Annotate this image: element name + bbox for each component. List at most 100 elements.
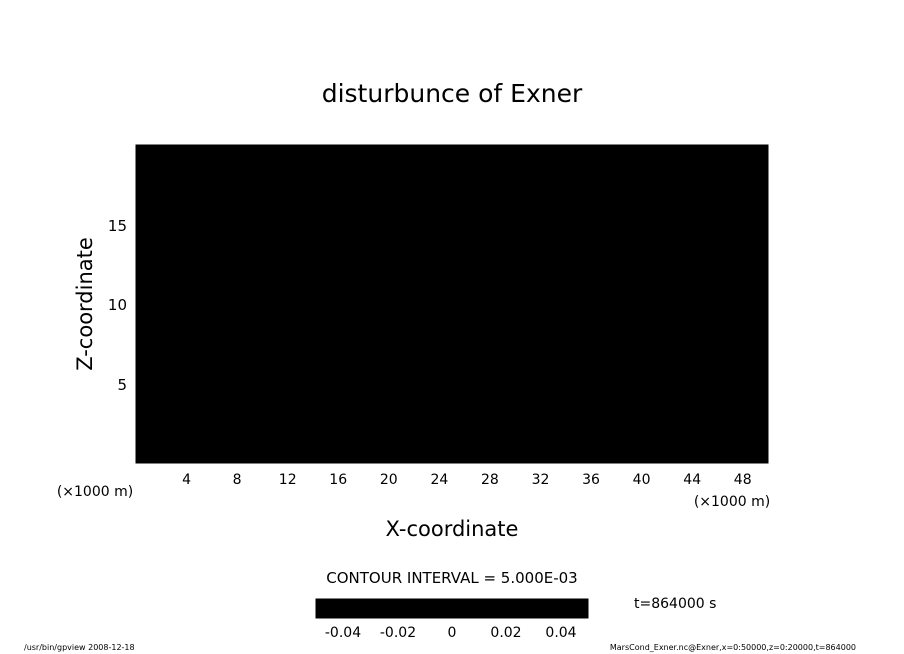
- heatmap-cell: [312, 423, 320, 429]
- heatmap-cell: [452, 239, 459, 245]
- heatmap-cell: [603, 318, 611, 325]
- heatmap-cell: [300, 184, 308, 191]
- heatmap-cell: [275, 328, 282, 335]
- heatmap-cell: [243, 423, 251, 429]
- heatmap-cell: [502, 393, 510, 400]
- heatmap-cell: [331, 368, 339, 375]
- heatmap-cell: [148, 159, 156, 166]
- heatmap-cell: [603, 363, 611, 370]
- heatmap-cell: [610, 254, 617, 260]
- heatmap-cell: [319, 304, 327, 310]
- heatmap-cell: [597, 164, 605, 171]
- heatmap-cell: [218, 348, 226, 355]
- heatmap-cell: [458, 383, 466, 390]
- heatmap-cell: [445, 159, 453, 166]
- heatmap-cell: [148, 408, 156, 414]
- heatmap-cell: [515, 368, 523, 375]
- heatmap-cell: [515, 244, 523, 250]
- heatmap-cell: [426, 289, 434, 295]
- heatmap-cell: [546, 353, 554, 360]
- heatmap-cell: [458, 348, 466, 355]
- heatmap-cell: [420, 199, 428, 206]
- heatmap-cell: [565, 249, 573, 255]
- heatmap-cell: [534, 149, 542, 156]
- heatmap-cell: [256, 304, 263, 310]
- heatmap-cell: [281, 299, 289, 305]
- heatmap-cell: [338, 284, 346, 290]
- heatmap-cell: [344, 254, 352, 260]
- heatmap-cell: [331, 413, 339, 419]
- heatmap-cell: [584, 219, 592, 226]
- heatmap-cell: [445, 328, 453, 335]
- heatmap-cell: [508, 343, 516, 350]
- heatmap-cell: [319, 428, 327, 434]
- heatmap-cell: [458, 423, 466, 429]
- heatmap-cell: [414, 279, 421, 285]
- heatmap-cell: [338, 313, 346, 320]
- heatmap-cell: [275, 398, 282, 404]
- heatmap-cell: [610, 373, 617, 380]
- heatmap-cell: [161, 259, 169, 265]
- heatmap-cell: [218, 294, 226, 300]
- heatmap-cell: [268, 214, 276, 221]
- heatmap-cell: [502, 388, 510, 395]
- heatmap-cell: [597, 179, 605, 186]
- heatmap-cell: [180, 194, 188, 201]
- heatmap-cell: [262, 313, 270, 320]
- heatmap-cell: [237, 403, 245, 409]
- heatmap-cell: [414, 338, 421, 345]
- heatmap-cell: [521, 348, 529, 355]
- heatmap-cell: [616, 358, 624, 365]
- heatmap-cell: [452, 373, 459, 380]
- heatmap-cell: [622, 353, 630, 360]
- heatmap-cell: [628, 453, 636, 459]
- heatmap-cell: [420, 453, 428, 459]
- heatmap-cell: [388, 443, 396, 449]
- heatmap-cell: [136, 174, 143, 181]
- heatmap-cell: [192, 363, 200, 370]
- heatmap-cell: [439, 343, 447, 350]
- heatmap-cell: [546, 269, 554, 275]
- heatmap-cell: [344, 264, 352, 270]
- heatmap-cell: [610, 308, 617, 315]
- heatmap-cell: [565, 368, 573, 375]
- heatmap-cell: [319, 318, 327, 325]
- heatmap-cell: [344, 343, 352, 350]
- heatmap-cell: [445, 239, 453, 245]
- heatmap-cell: [603, 418, 611, 424]
- heatmap-cell: [331, 453, 339, 459]
- heatmap-cell: [603, 194, 611, 201]
- heatmap-cell: [584, 304, 592, 310]
- heatmap-cell: [199, 458, 207, 463]
- heatmap-cell: [584, 149, 592, 156]
- heatmap-cell: [287, 254, 295, 260]
- heatmap-cell: [287, 313, 295, 320]
- heatmap-cell: [470, 343, 478, 350]
- heatmap-cell: [388, 328, 396, 335]
- heatmap-cell: [369, 254, 377, 260]
- heatmap-cell: [407, 145, 415, 151]
- heatmap-cell: [489, 318, 497, 325]
- heatmap-cell: [470, 393, 478, 400]
- heatmap-cell: [199, 418, 207, 424]
- heatmap-cell: [546, 418, 554, 424]
- heatmap-cell: [300, 373, 308, 380]
- heatmap-cell: [458, 313, 466, 320]
- heatmap-cell: [382, 408, 390, 414]
- heatmap-cell: [534, 179, 542, 186]
- heatmap-cell: [224, 199, 232, 206]
- heatmap-cell: [205, 398, 213, 404]
- heatmap-cell: [338, 428, 346, 434]
- heatmap-cell: [388, 388, 396, 395]
- heatmap-cell: [199, 219, 207, 226]
- heatmap-cell: [578, 393, 586, 400]
- heatmap-cell: [483, 294, 491, 300]
- heatmap-cell: [136, 149, 143, 156]
- heatmap-cell: [199, 393, 207, 400]
- heatmap-cell: [483, 234, 491, 241]
- heatmap-cell: [622, 264, 630, 270]
- heatmap-cell: [578, 388, 586, 395]
- heatmap-cell: [173, 274, 181, 280]
- heatmap-cell: [521, 264, 529, 270]
- heatmap-cell: [489, 403, 497, 409]
